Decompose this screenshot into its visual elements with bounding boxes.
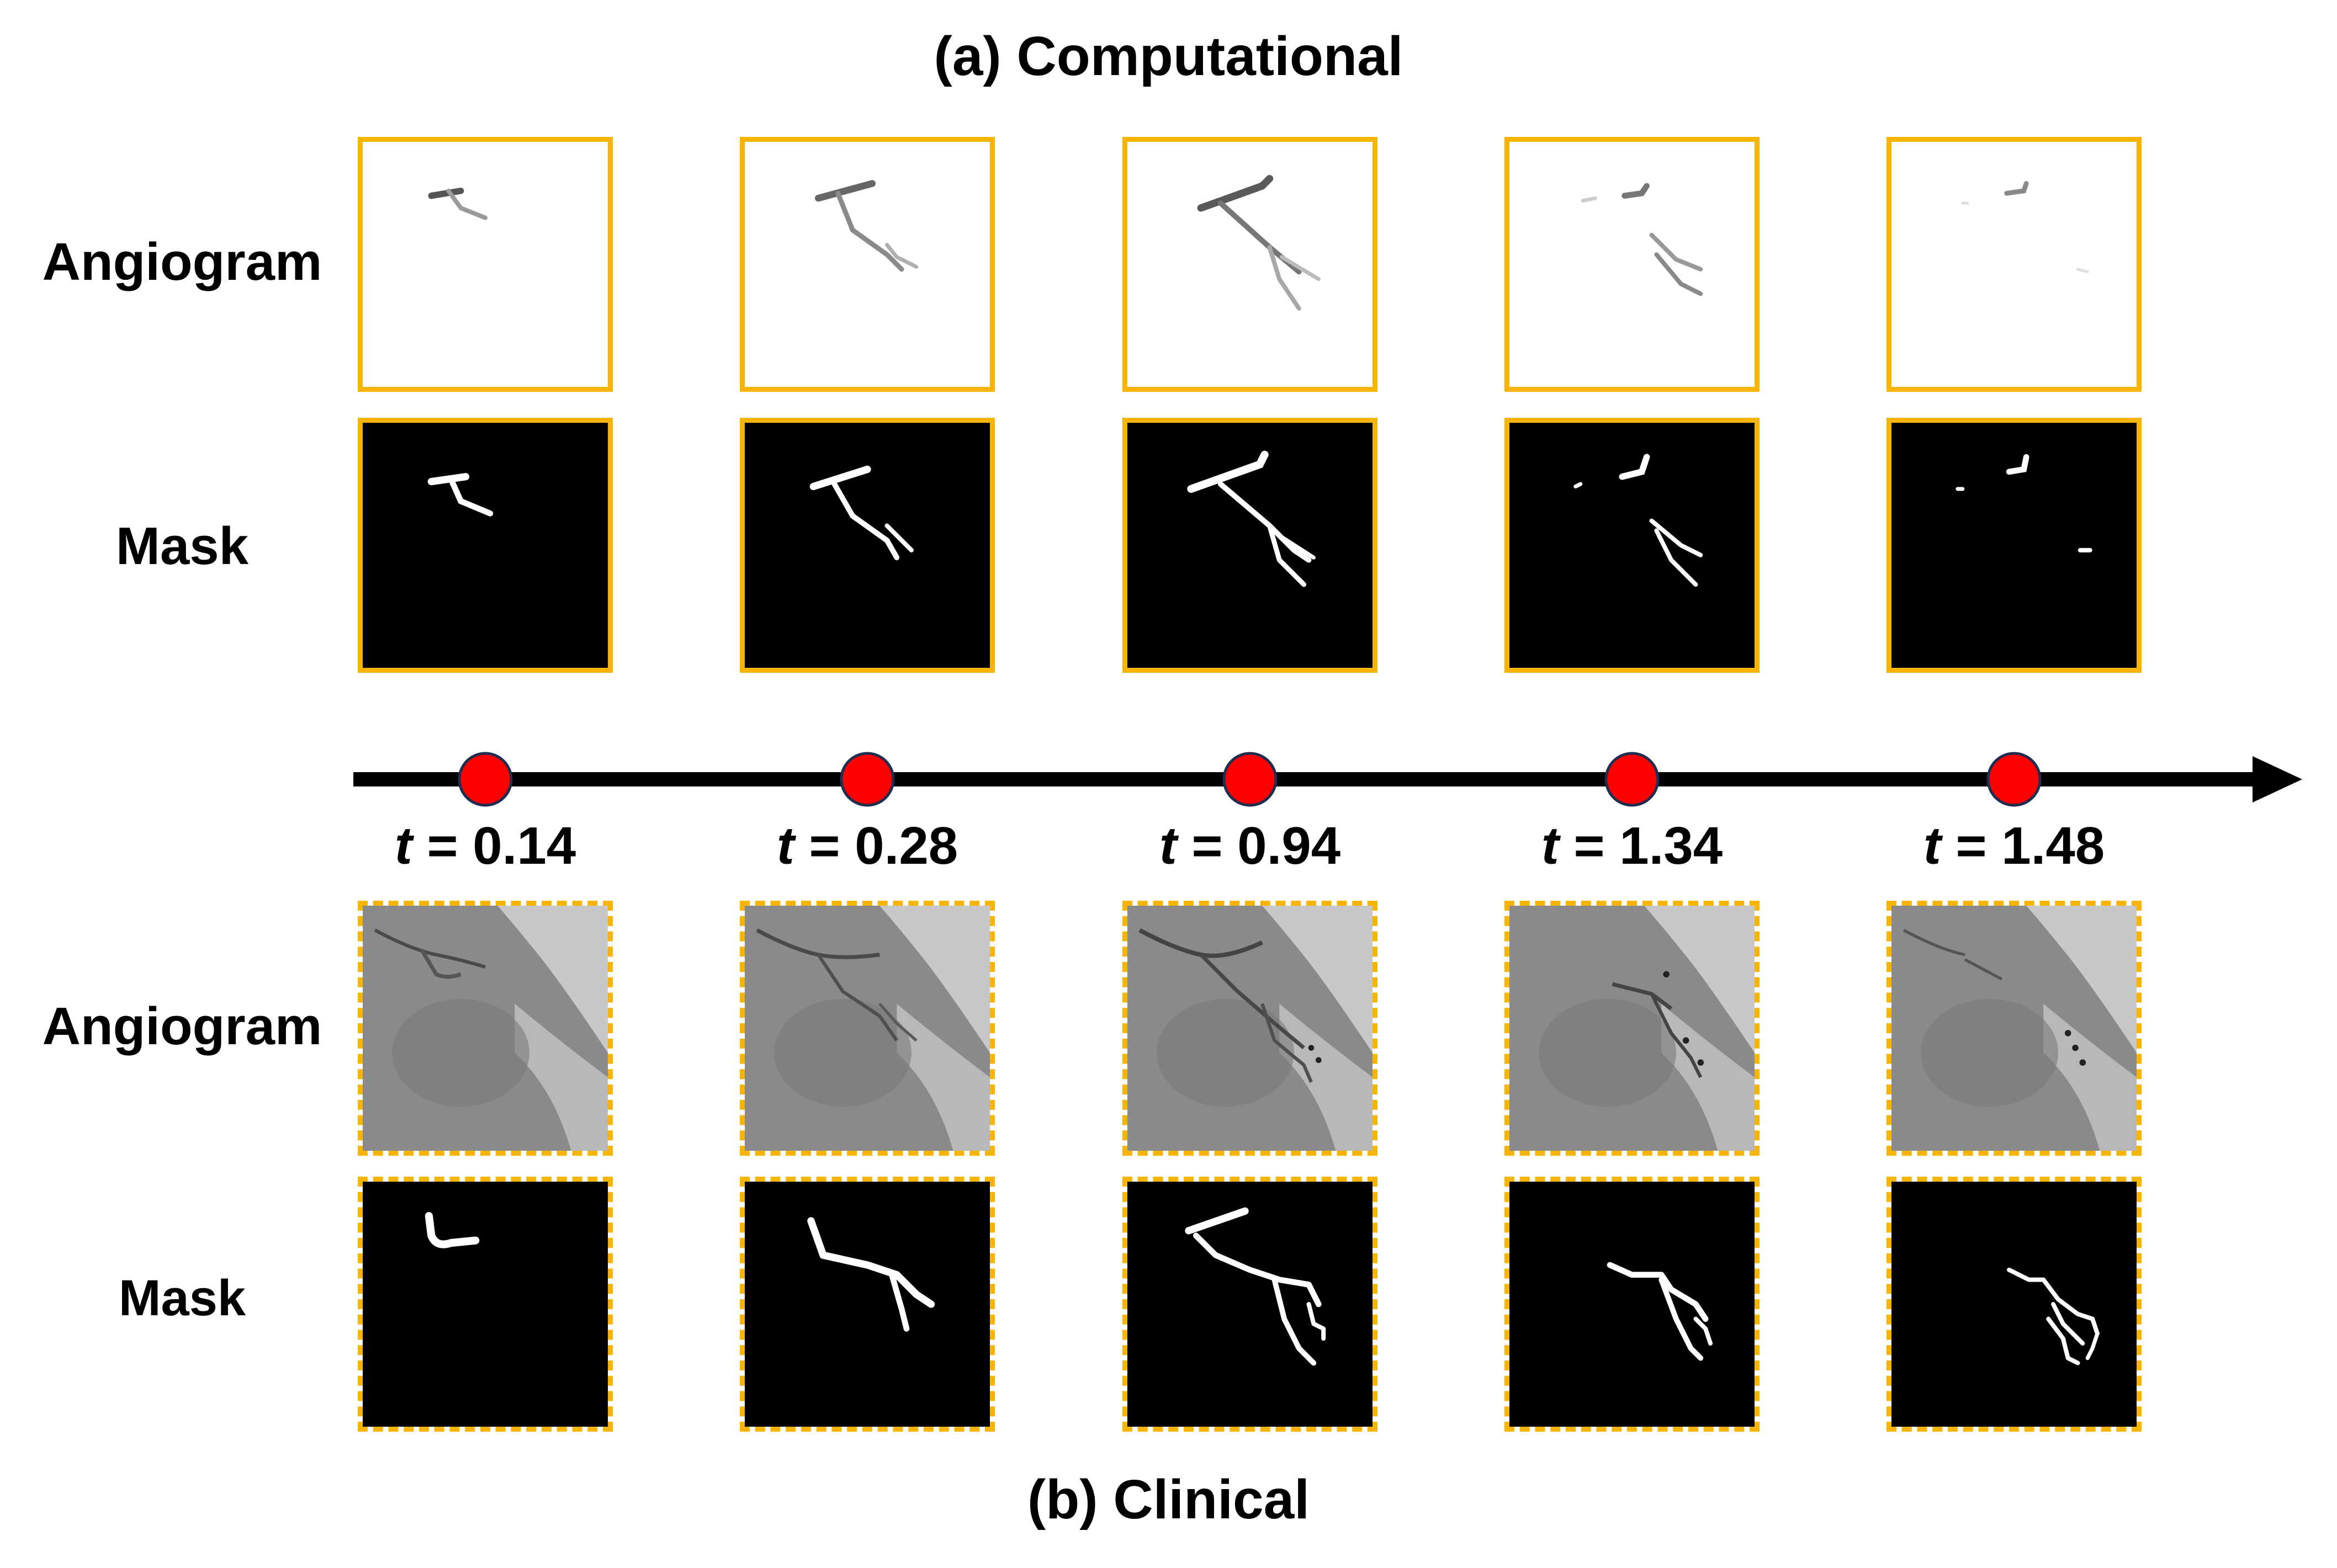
time-point-dot-5: [1986, 752, 2042, 807]
vessel-mask: [1127, 423, 1372, 668]
computational-angiogram-tile-3: [1122, 137, 1377, 392]
time-separator: =: [1941, 816, 2002, 875]
clinical-angiogram-tile-5: [1886, 901, 2142, 1156]
time-point-dot-3: [1222, 752, 1278, 807]
vessel-image: [745, 142, 990, 387]
vessel-mask: [363, 1182, 608, 1427]
time-point-dot-4: [1604, 752, 1660, 807]
vessel-mask: [363, 423, 608, 668]
clinical-angiogram-tile-2: [740, 901, 995, 1156]
time-point-dot-2: [840, 752, 895, 807]
computational-mask-tile-1: [358, 418, 613, 673]
time-label-5: t = 1.48: [1876, 816, 2152, 876]
clinical-title: (b) Clinical: [1027, 1469, 1310, 1530]
computational-angiogram-tile-4: [1504, 137, 1760, 392]
vessel-mask: [745, 423, 990, 668]
time-separator: =: [1177, 816, 1238, 875]
clinical-mask-tile-1: [358, 1177, 613, 1432]
time-label-3: t = 0.94: [1112, 816, 1388, 876]
clinical-angiogram-tile-4: [1504, 901, 1760, 1156]
time-separator: =: [794, 816, 855, 875]
time-variable: t: [1159, 816, 1177, 875]
computational-mask-tile-5: [1886, 418, 2142, 673]
time-separator: =: [1559, 816, 1620, 875]
computational-mask-tile-2: [740, 418, 995, 673]
time-value: 0.14: [473, 816, 576, 875]
vessel-mask: [1509, 1182, 1755, 1427]
clinical-mask-tile-2: [740, 1177, 995, 1432]
time-label-4: t = 1.34: [1494, 816, 1770, 876]
time-value: 0.28: [855, 816, 958, 875]
time-variable: t: [1541, 816, 1559, 875]
vessel-mask: [1509, 423, 1755, 668]
clinical-mask-tile-4: [1504, 1177, 1760, 1432]
vessel-image: [1127, 142, 1372, 387]
time-variable: t: [1923, 816, 1941, 875]
time-label-2: t = 0.28: [729, 816, 1005, 876]
xray-image: [1509, 906, 1755, 1151]
computational-angiogram-tile-1: [358, 137, 613, 392]
time-variable: t: [394, 816, 412, 875]
xray-image: [745, 906, 990, 1151]
time-separator: =: [412, 816, 473, 875]
vessel-image: [1509, 142, 1755, 387]
clinical-mask-row-label: Mask: [118, 1270, 246, 1326]
xray-image: [1127, 906, 1372, 1151]
time-point-dot-1: [458, 752, 513, 807]
time-value: 1.48: [2001, 816, 2105, 875]
vessel-image: [363, 142, 608, 387]
vessel-mask: [1891, 1182, 2137, 1427]
vessel-mask: [1891, 423, 2137, 668]
time-label-1: t = 0.14: [347, 816, 623, 876]
computational-mask-row-label: Mask: [115, 517, 249, 576]
time-variable: t: [776, 816, 794, 875]
clinical-mask-tile-5: [1886, 1177, 2142, 1432]
time-value: 1.34: [1619, 816, 1723, 875]
clinical-angiogram-tile-1: [358, 901, 613, 1156]
computational-mask-tile-3: [1122, 418, 1377, 673]
computational-angiogram-row-label: Angiogram: [42, 232, 322, 291]
xray-image: [363, 906, 608, 1151]
clinical-angiogram-tile-3: [1122, 901, 1377, 1156]
clinical-mask-tile-3: [1122, 1177, 1377, 1432]
computational-angiogram-tile-5: [1886, 137, 2142, 392]
time-value: 0.94: [1237, 816, 1341, 875]
computational-angiogram-tile-2: [740, 137, 995, 392]
time-axis-arrowhead: [2253, 756, 2302, 802]
vessel-image: [1891, 142, 2137, 387]
xray-image: [1891, 906, 2137, 1151]
computational-title: (a) Computational: [934, 25, 1403, 87]
vessel-mask: [1127, 1182, 1372, 1427]
vessel-mask: [745, 1182, 990, 1427]
clinical-angiogram-row-label: Angiogram: [42, 997, 322, 1056]
computational-mask-tile-4: [1504, 418, 1760, 673]
